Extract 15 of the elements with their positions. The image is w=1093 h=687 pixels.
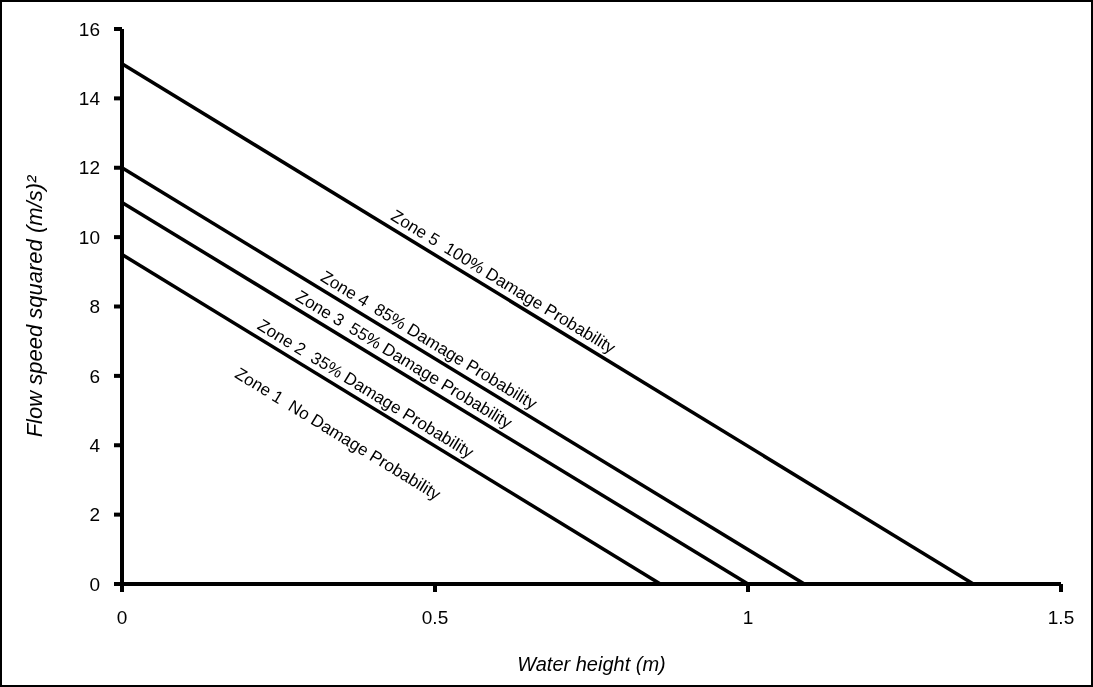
y-tick-label: 6	[89, 365, 100, 387]
x-tick-label: 0	[116, 607, 128, 628]
x-axis-title: Water height (m)	[517, 653, 666, 675]
x-tick-label: 0.5	[421, 607, 449, 628]
y-axis-title: Flow speed squared (m/s)²	[22, 175, 47, 438]
x-tick-label: 1	[742, 607, 754, 628]
y-tick-label: 14	[78, 88, 101, 110]
y-tick-label: 10	[78, 226, 100, 248]
y-tick-label: 16	[78, 18, 100, 40]
y-tick-label: 12	[78, 157, 100, 179]
y-tick-label: 0	[89, 573, 100, 595]
y-tick-label: 8	[89, 296, 100, 318]
x-tick-label: 1.5	[1047, 607, 1075, 628]
y-tick-label: 2	[89, 504, 100, 526]
y-tick-label: 4	[89, 434, 101, 456]
